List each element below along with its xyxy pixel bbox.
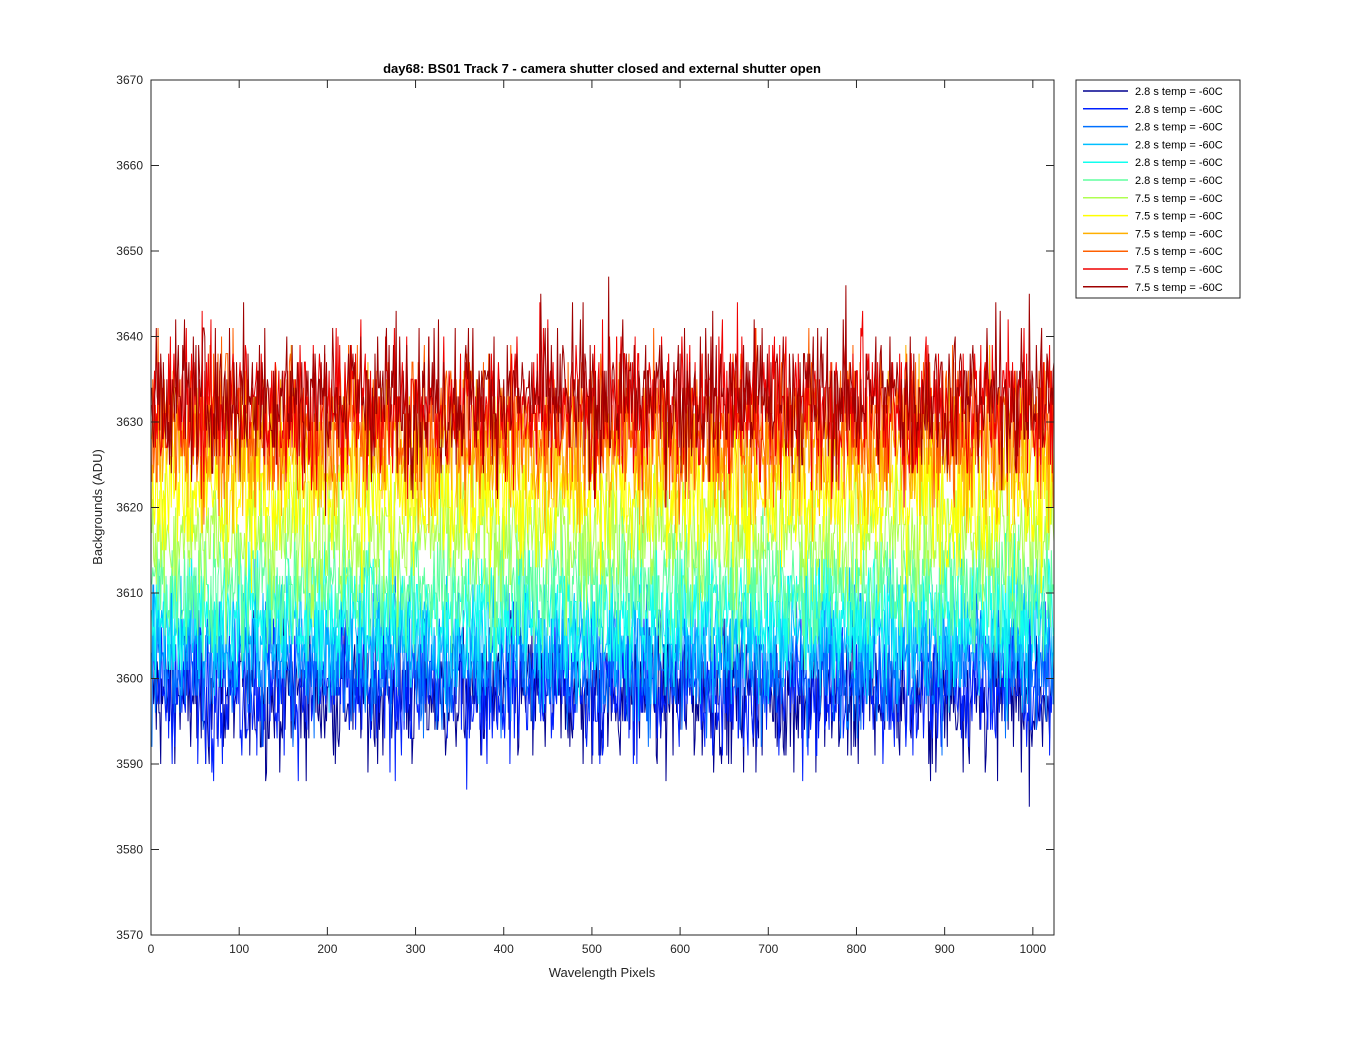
- x-tick-label: 600: [670, 942, 690, 956]
- y-tick-label: 3610: [116, 586, 143, 600]
- legend-label: 7.5 s temp = -60C: [1135, 228, 1223, 240]
- x-tick-label: 0: [148, 942, 155, 956]
- legend-label: 2.8 s temp = -60C: [1135, 157, 1223, 169]
- x-tick-label: 800: [846, 942, 866, 956]
- x-axis-label: Wavelength Pixels: [549, 965, 656, 980]
- x-tick-label: 1000: [1019, 942, 1046, 956]
- y-tick-label: 3670: [116, 73, 143, 87]
- x-tick-label: 300: [406, 942, 426, 956]
- y-tick-label: 3570: [116, 928, 143, 942]
- x-tick-label: 200: [317, 942, 337, 956]
- legend-label: 7.5 s temp = -60C: [1135, 264, 1223, 276]
- legend: 2.8 s temp = -60C 2.8 s temp = -60C 2.8 s …: [1075, 79, 1241, 299]
- x-tick-label: 400: [494, 942, 514, 956]
- legend-box: [1075, 79, 1241, 299]
- x-tick-label: 900: [935, 942, 955, 956]
- legend-label: 2.8 s temp = -60C: [1135, 175, 1223, 187]
- legend-items: 2.8 s temp = -60C 2.8 s temp = -60C 2.8 s …: [1083, 86, 1223, 294]
- y-tick-label: 3630: [116, 415, 143, 429]
- y-tick-label: 3580: [116, 843, 143, 857]
- ticks-layer: 0 100 200 300 400 500 600 700 800 900 1000 3570 3580…: [116, 73, 1054, 956]
- x-tick-label: 700: [758, 942, 778, 956]
- y-tick-label: 3620: [116, 501, 143, 515]
- series-layer: [151, 276, 1055, 807]
- legend-label: 2.8 s temp = -60C: [1135, 86, 1223, 98]
- legend-label: 7.5 s temp = -60C: [1135, 211, 1223, 223]
- y-tick-label: 3640: [116, 330, 143, 344]
- y-tick-label: 3590: [116, 757, 143, 771]
- legend-label: 7.5 s temp = -60C: [1135, 193, 1223, 205]
- chart-title: day68: BS01 Track 7 - camera shutter clo…: [383, 61, 821, 76]
- y-tick-label: 3660: [116, 159, 143, 173]
- y-axis-label: Backgrounds (ADU): [90, 449, 105, 565]
- legend-label: 2.8 s temp = -60C: [1135, 104, 1223, 116]
- legend-label: 7.5 s temp = -60C: [1135, 246, 1223, 258]
- legend-label: 7.5 s temp = -60C: [1135, 282, 1223, 294]
- plot-box: [150, 79, 1055, 936]
- legend-label: 2.8 s temp = -60C: [1135, 122, 1223, 134]
- legend-label: 2.8 s temp = -60C: [1135, 139, 1223, 151]
- y-tick-label: 3650: [116, 244, 143, 258]
- x-tick-label: 500: [582, 942, 602, 956]
- series-line-12: [151, 276, 1055, 517]
- x-tick-label: 100: [229, 942, 249, 956]
- y-tick-label: 3600: [116, 672, 143, 686]
